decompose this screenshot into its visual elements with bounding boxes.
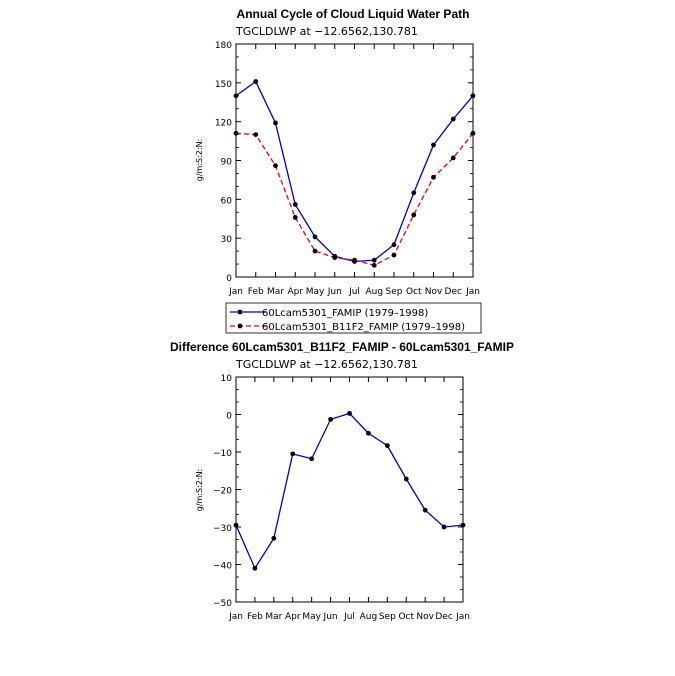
top-chart-subtitle: TGCLDLWP at −12.6562,130.781 bbox=[235, 25, 418, 38]
bot-x-tick-label: Aug bbox=[360, 612, 378, 622]
bot-x-tick-label: Oct bbox=[398, 612, 414, 622]
bot-y-tick-label: 10 bbox=[221, 374, 233, 384]
bot-series-0-point bbox=[309, 456, 315, 462]
bot-y-tick-label: 0 bbox=[226, 412, 232, 422]
top-series-1-point bbox=[470, 130, 476, 136]
bot-x-tick-label: Jan bbox=[228, 612, 243, 622]
top-x-tick-label: Mar bbox=[267, 287, 284, 297]
top-series-1-point bbox=[273, 163, 278, 169]
bot-y-tick-label: −50 bbox=[213, 599, 232, 609]
top-x-ticks: Jan Feb Mar Apr May Jun Jul Aug Sep Oct Nov Dec Jan bbox=[228, 44, 480, 297]
bottom-series bbox=[233, 410, 466, 571]
top-series-1-point bbox=[253, 132, 259, 138]
bot-x-tick-label: Mar bbox=[265, 612, 282, 622]
top-series-0-point bbox=[371, 257, 377, 263]
top-series-0-point bbox=[411, 190, 417, 196]
top-series-1-point bbox=[391, 252, 397, 258]
top-series-0-point bbox=[391, 242, 397, 248]
top-x-tick-label: Jan bbox=[228, 287, 243, 297]
bottom-x-ticks: Jan Feb Mar Apr May Jun Jul Aug Sep Oct Nov Dec Jan bbox=[228, 377, 470, 622]
legend-marker-model2 bbox=[237, 323, 243, 329]
bot-y-tick-label: −40 bbox=[213, 562, 232, 572]
bot-x-tick-label: Feb bbox=[247, 612, 263, 622]
bottom-chart-title: Difference 60Lcam5301_B11F2_FAMIP - 60Lc… bbox=[170, 340, 514, 354]
bot-x-tick-label: May bbox=[302, 612, 321, 622]
top-series-0-point bbox=[253, 79, 259, 84]
top-chart-title: Annual Cycle of Cloud Liquid Water Path bbox=[237, 7, 470, 21]
top-x-tick-label: Aug bbox=[365, 287, 383, 297]
top-x-tick-label: May bbox=[306, 287, 325, 297]
bottom-chart-subtitle: TGCLDLWP at −12.6562,130.781 bbox=[235, 358, 418, 371]
top-x-tick-label: Oct bbox=[406, 287, 422, 297]
bot-series-0-point bbox=[422, 507, 428, 513]
bot-x-tick-label: Nov bbox=[416, 612, 434, 622]
top-x-tick-label: Jan bbox=[465, 287, 480, 297]
top-series-0-point bbox=[292, 202, 298, 207]
top-y-tick-label: 60 bbox=[221, 196, 233, 206]
top-y-tick-label: 180 bbox=[215, 41, 232, 51]
bot-y-tick-label: −20 bbox=[213, 487, 232, 497]
top-x-tick-label: Jun bbox=[327, 287, 342, 297]
bottom-plot-frame bbox=[235, 376, 464, 603]
top-y-tick-label: 150 bbox=[215, 80, 232, 90]
bot-x-tick-label: Apr bbox=[285, 612, 301, 622]
bot-x-tick-label: Dec bbox=[435, 612, 452, 622]
top-series-0-point bbox=[470, 93, 476, 99]
bot-x-tick-label: Sep bbox=[379, 612, 396, 622]
top-series-line-1 bbox=[235, 132, 474, 267]
top-series-0-point bbox=[312, 234, 318, 240]
bot-series-0-point bbox=[328, 416, 333, 422]
bot-series-0-point bbox=[403, 476, 409, 482]
top-series-1-point bbox=[371, 262, 377, 268]
legend-label-model1: 60Lcam5301_FAMIP (1979–1998) bbox=[262, 308, 428, 319]
top-series-1-point bbox=[352, 257, 357, 263]
top-y-tick-label: 0 bbox=[226, 274, 232, 284]
top-x-tick-label: Nov bbox=[425, 287, 443, 297]
top-series-0-point bbox=[450, 116, 456, 122]
top-y-tick-label: 90 bbox=[221, 158, 233, 168]
top-series-line-0 bbox=[235, 80, 474, 263]
top-series bbox=[233, 79, 476, 268]
top-series-1-point bbox=[312, 248, 318, 254]
top-x-tick-label: Apr bbox=[287, 287, 303, 297]
top-y-tick-label: 30 bbox=[221, 235, 233, 245]
top-series-1-point bbox=[233, 130, 239, 136]
bot-y-tick-label: −30 bbox=[213, 524, 232, 534]
bot-series-0-point bbox=[252, 565, 258, 571]
bot-series-line-0 bbox=[235, 412, 464, 570]
top-series-0-point bbox=[431, 142, 436, 148]
top-y-tick-label: 120 bbox=[215, 119, 232, 129]
bot-x-tick-label: Jan bbox=[455, 612, 470, 622]
top-series-1-point bbox=[450, 155, 456, 161]
bot-series-0-point bbox=[441, 524, 447, 530]
top-series-1-point bbox=[292, 215, 298, 220]
top-x-tick-label: Jul bbox=[348, 287, 360, 297]
top-series-1-point bbox=[411, 212, 417, 218]
bottom-y-ticks: −50 −40 −30 −20 −10 0 10 bbox=[213, 374, 463, 609]
bot-x-tick-label: Jul bbox=[343, 612, 355, 622]
top-x-tick-label: Feb bbox=[248, 287, 264, 297]
bot-series-0-point bbox=[366, 430, 371, 436]
top-x-tick-label: Dec bbox=[445, 287, 462, 297]
bot-series-0-point bbox=[271, 535, 277, 541]
bot-series-0-point bbox=[384, 443, 390, 449]
bot-series-0-point bbox=[290, 451, 296, 457]
bot-series-0-point bbox=[460, 522, 466, 528]
top-x-tick-label: Sep bbox=[386, 287, 403, 297]
top-y-axis-label: g/m:S:2:N: bbox=[195, 139, 204, 182]
bot-series-0-point bbox=[347, 410, 352, 416]
top-series-1-point bbox=[431, 174, 436, 180]
bot-x-tick-label: Jun bbox=[323, 612, 338, 622]
top-series-1-point bbox=[332, 255, 338, 260]
legend-box bbox=[225, 302, 482, 334]
bot-series-0-point bbox=[233, 522, 239, 528]
top-series-0-point bbox=[233, 93, 239, 99]
top-series-0-point bbox=[273, 120, 278, 126]
bot-y-tick-label: −10 bbox=[213, 449, 232, 459]
legend-marker-model1 bbox=[237, 309, 243, 315]
bottom-y-axis-label: g/m:S:2:N: bbox=[195, 469, 204, 512]
legend-label-model2: 60Lcam5301_B11F2_FAMIP (1979–1998) bbox=[262, 322, 465, 333]
top-y-ticks: 0 30 60 90 120 150 180 bbox=[215, 41, 473, 284]
